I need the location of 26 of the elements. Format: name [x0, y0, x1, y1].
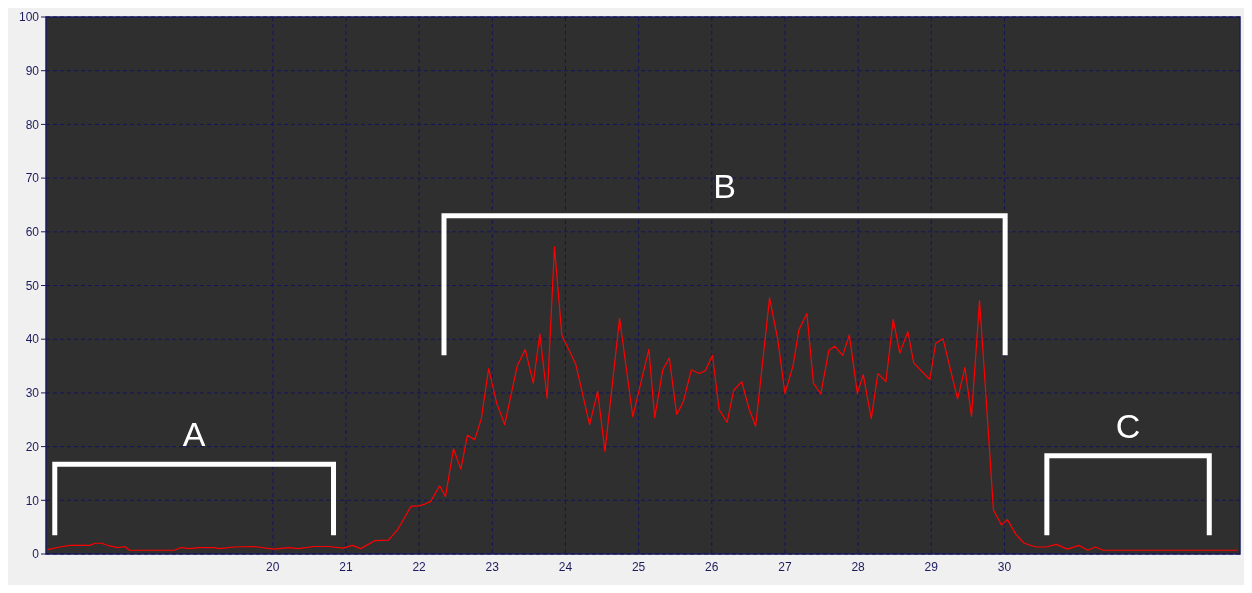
x-tick-label: 24	[558, 560, 573, 574]
annotation: C	[1115, 406, 1141, 445]
y-tick-label: 100	[18, 10, 40, 25]
x-tick-label: 29	[924, 560, 939, 574]
y-tick-label: 30	[25, 386, 40, 401]
y-tick-label: 40	[25, 332, 40, 347]
x-tick-label: 21	[339, 560, 353, 574]
y-tick-label: 50	[25, 278, 40, 293]
y-tick-label: 60	[25, 225, 40, 239]
y-tick-label: 70	[25, 171, 40, 186]
x-tick-label: 25	[631, 560, 646, 574]
y-tick-label: 0	[32, 547, 40, 562]
y-tick-label: 10	[25, 493, 40, 508]
x-tick-label: 30	[997, 560, 1012, 574]
x-tick-label: 26	[705, 560, 719, 574]
x-tick-label: 23	[485, 560, 500, 574]
line-series	[46, 246, 1239, 551]
y-tick-label: 90	[25, 63, 40, 78]
x-tick-label: 22	[412, 560, 427, 574]
annotation: B	[713, 166, 736, 205]
y-tick-label: 20	[25, 439, 40, 454]
annotation: A	[182, 415, 206, 454]
y-tick-label: 80	[25, 117, 40, 132]
x-tick-label: 20	[266, 560, 280, 574]
x-tick-label: 27	[778, 560, 792, 574]
x-tick-label: 28	[851, 560, 866, 574]
